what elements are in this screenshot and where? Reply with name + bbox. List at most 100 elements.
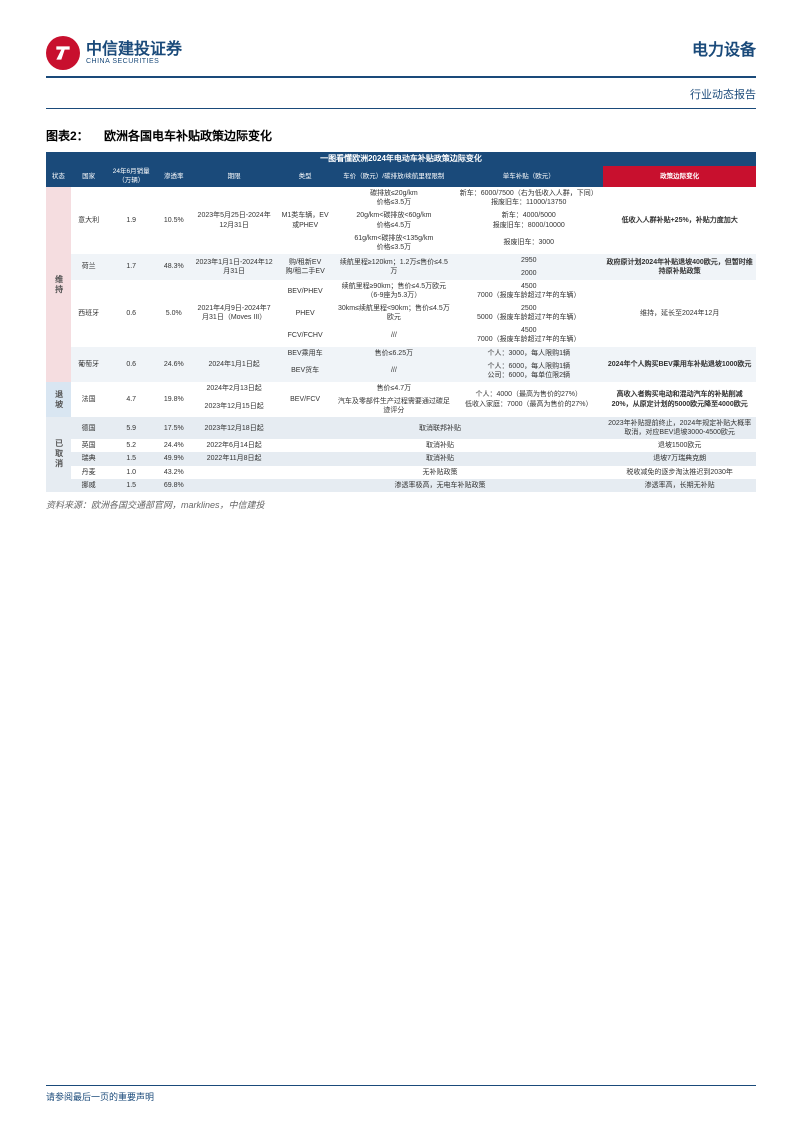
figure-title: 图表2： 欧洲各国电车补贴政策边际变化 (46, 127, 756, 144)
cell-subsidy: 新车：4000/5000 报废旧车：8000/10000 (454, 209, 603, 231)
cell-subsidy: 4500 7000（报废车龄超过7年的车辆） (454, 324, 603, 346)
table-row: 丹麦 1.0 43.2% 无补贴政策 税收减免的逐步淘汰推迟到2030年 (46, 466, 756, 479)
col-penetration: 渗透率 (156, 166, 192, 187)
cell-sales: 1.9 (106, 187, 156, 254)
cell-subsidy: 取消补贴 (277, 452, 604, 465)
cell-subsidy: 无补贴政策 (277, 466, 604, 479)
cell-pen: 49.9% (156, 452, 192, 465)
cell-period (192, 479, 277, 492)
cell-subsidy: 个人：4000（最高为售价的27%） 低收入家庭：7000（最高为售价的27%） (454, 382, 603, 417)
cell-type: BEV/FCV (277, 382, 334, 417)
col-period: 期限 (192, 166, 277, 187)
col-country: 国家 (71, 166, 107, 187)
report-type: 行业动态报告 (46, 78, 756, 109)
cell-type: BEV乘用车 (277, 347, 334, 360)
cell-limit: 碳排放≤20g/km 价格≤3.5万 (334, 187, 455, 209)
figure-number: 图表2： (46, 129, 89, 143)
cell-limit: /// (334, 324, 455, 346)
cell-limit: 20g/km<碳排放<60g/km 价格≤4.5万 (334, 209, 455, 231)
cell-subsidy: 渗透率极高，无电车补贴政策 (277, 479, 604, 492)
col-subsidy: 单车补贴（欧元） (454, 166, 603, 187)
cell-period: 2023年1月1日-2024年12月31日 (192, 254, 277, 280)
table-header-row: 状态 国家 24年6月销量（万辆） 渗透率 期限 类型 车价（欧元）/碳排放/续… (46, 166, 756, 187)
cell-subsidy: 个人：3000，每人限购1辆 (454, 347, 603, 360)
cell-sales: 1.7 (106, 254, 156, 280)
col-change: 政策边际变化 (603, 166, 756, 187)
cell-sales: 4.7 (106, 382, 156, 417)
sector-title: 电力设备 (692, 36, 756, 60)
cell-type: BEV/PHEV (277, 280, 334, 302)
cell-country: 葡萄牙 (71, 347, 107, 382)
cell-change: 退坡1500欧元 (603, 439, 756, 452)
cell-pen: 17.5% (156, 417, 192, 439)
cell-country: 德国 (71, 417, 107, 439)
cell-subsidy: 报废旧车：3000 (454, 232, 603, 254)
company-name-en: CHINA SECURITIES (86, 58, 182, 65)
cell-type: FCV/FCHV (277, 324, 334, 346)
figure-source: 资料来源：欧洲各国交通部官网，marklines，中信建投 (46, 498, 756, 511)
cell-pen: 43.2% (156, 466, 192, 479)
logo-icon (46, 36, 80, 70)
cell-period: 2023年12月15日起 (192, 395, 277, 417)
cell-sales: 5.9 (106, 417, 156, 439)
table-row: 已取消 德国 5.9 17.5% 2023年12月18日起 取消联邦补贴 202… (46, 417, 756, 439)
page-footer: 请参阅最后一页的重要声明 (46, 1085, 756, 1103)
table-row: 西班牙 0.6 5.0% 2021年4月9日-2024年7月31日（Moves … (46, 280, 756, 302)
cell-subsidy: 2500 5000（报废车龄超过7年的车辆） (454, 302, 603, 324)
cell-subsidy: 2950 (454, 254, 603, 267)
cell-period: 2022年11月8日起 (192, 452, 277, 465)
cell-country: 丹麦 (71, 466, 107, 479)
cell-change: 高收入者购买电动和混动汽车的补贴削减20%，从原定计划的5000欧元降至4000… (603, 382, 756, 417)
cell-pen: 48.3% (156, 254, 192, 280)
cell-subsidy: 新车：6000/7500（右为低收入人群，下同） 报废旧车：11000/1375… (454, 187, 603, 209)
status-cut: 退坡 (46, 382, 71, 417)
figure-title-text: 欧洲各国电车补贴政策边际变化 (104, 129, 272, 143)
cell-pen: 5.0% (156, 280, 192, 347)
cell-pen: 24.6% (156, 347, 192, 382)
cell-type: 购/租新EV 购/租二手EV (277, 254, 334, 280)
cell-change: 渗透率高，长期无补贴 (603, 479, 756, 492)
col-sales: 24年6月销量（万辆） (106, 166, 156, 187)
cell-sales: 1.5 (106, 452, 156, 465)
cell-sales: 1.0 (106, 466, 156, 479)
page-header: 中信建投证券 CHINA SECURITIES 电力设备 (46, 36, 756, 78)
cell-subsidy: 取消联邦补贴 (277, 417, 604, 439)
cell-limit: /// (334, 360, 455, 382)
cell-type: PHEV (277, 302, 334, 324)
cell-period: 2024年2月13日起 (192, 382, 277, 395)
col-status: 状态 (46, 166, 71, 187)
cell-pen: 69.8% (156, 479, 192, 492)
status-maintain: 维持 (46, 187, 71, 382)
table-main-title: 一图看懂欧洲2024年电动车补贴政策边际变化 (46, 152, 756, 166)
col-limit: 车价（欧元）/碳排放/续航里程限制 (334, 166, 455, 187)
status-cancelled: 已取消 (46, 417, 71, 492)
cell-country: 西班牙 (71, 280, 107, 347)
cell-limit: 售价≤6.25万 (334, 347, 455, 360)
cell-type: BEV货车 (277, 360, 334, 382)
cell-country: 荷兰 (71, 254, 107, 280)
cell-period: 2021年4月9日-2024年7月31日（Moves III） (192, 280, 277, 347)
table-row: 退坡 法国 4.7 19.8% 2024年2月13日起 BEV/FCV 售价≤4… (46, 382, 756, 395)
cell-subsidy: 个人：6000，每人限购1辆 公司：6000，每单位限2辆 (454, 360, 603, 382)
cell-country: 英国 (71, 439, 107, 452)
cell-pen: 19.8% (156, 382, 192, 417)
cell-sales: 0.6 (106, 347, 156, 382)
cell-period: 2024年1月1日起 (192, 347, 277, 382)
cell-limit: 30km≤续航里程<90km；售价≤4.5万欧元 (334, 302, 455, 324)
cell-country: 瑞典 (71, 452, 107, 465)
table-title-row: 一图看懂欧洲2024年电动车补贴政策边际变化 (46, 152, 756, 166)
cell-change: 2024年个人购买BEV乘用车补贴退坡1000欧元 (603, 347, 756, 382)
company-logo-block: 中信建投证券 CHINA SECURITIES (46, 36, 182, 70)
cell-limit: 售价≤4.7万 (334, 382, 455, 395)
cell-sales: 1.5 (106, 479, 156, 492)
col-type: 类型 (277, 166, 334, 187)
cell-period (192, 466, 277, 479)
cell-country: 意大利 (71, 187, 107, 254)
table-row: 维持 意大利 1.9 10.5% 2023年5月25日-2024年12月31日 … (46, 187, 756, 209)
cell-period: 2023年5月25日-2024年12月31日 (192, 187, 277, 254)
cell-change: 低收入人群补贴+25%，补贴力度加大 (603, 187, 756, 254)
cell-period: 2022年6月14日起 (192, 439, 277, 452)
cell-limit: 汽车及零部件生产过程需要通过碳足迹评分 (334, 395, 455, 417)
table-row: 葡萄牙 0.6 24.6% 2024年1月1日起 BEV乘用车 售价≤6.25万… (46, 347, 756, 360)
cell-period: 2023年12月18日起 (192, 417, 277, 439)
